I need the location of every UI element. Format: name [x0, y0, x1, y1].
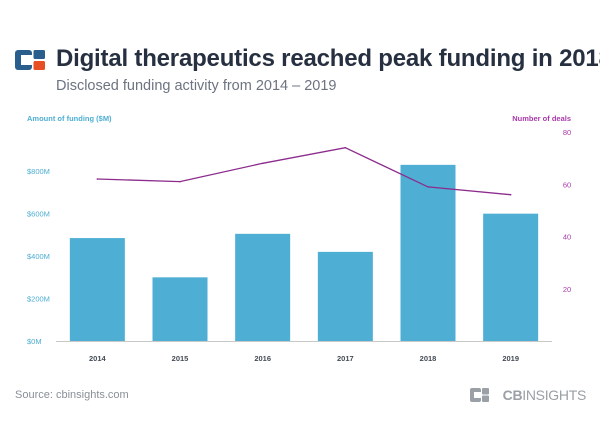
- bar-2017: [317, 251, 373, 341]
- y-left-tick-label: $0M: [27, 337, 42, 346]
- bar-2019: [483, 213, 539, 341]
- x-tick-label: 2018: [420, 354, 437, 363]
- y-right-tick-label: 40: [563, 233, 571, 242]
- y-left-tick-label: $600M: [27, 210, 50, 219]
- bar-2014: [69, 238, 125, 341]
- y-right-tick-label: 20: [563, 285, 571, 294]
- bar-2015: [152, 277, 208, 341]
- cb-brand-icon: [469, 388, 489, 402]
- x-tick-label: 2014: [89, 354, 107, 363]
- deals-point-2018: [427, 186, 429, 188]
- deals-point-2015: [179, 180, 181, 183]
- y-right-axis-title: Number of deals: [512, 114, 571, 123]
- deals-point-2016: [261, 162, 264, 165]
- bar-2016: [235, 233, 291, 341]
- source-note: Source: cbinsights.com: [15, 389, 129, 401]
- brand-cb: CB: [502, 387, 523, 403]
- x-tick-label: 2019: [502, 354, 519, 363]
- chart-subtitle: Disclosed funding activity from 2014 – 2…: [56, 78, 337, 94]
- deals-point-2014: [96, 178, 99, 180]
- cb-insights-logo-icon: [15, 50, 45, 70]
- y-left-tick-label: $800M: [27, 167, 50, 176]
- x-tick-label: 2016: [254, 354, 271, 363]
- y-right-tick-label: 60: [563, 180, 571, 189]
- cb-insights-brand: CB INSIGHTS: [469, 387, 586, 403]
- y-left-tick-label: $400M: [27, 252, 50, 261]
- x-tick-label: 2017: [337, 354, 354, 363]
- bar-2018: [400, 164, 456, 341]
- deals-line: [97, 147, 511, 196]
- brand-insights: INSIGHTS: [522, 387, 586, 403]
- y-left-tick-label: $200M: [27, 295, 50, 304]
- deals-point-2019: [509, 193, 512, 196]
- y-left-axis-title: Amount of funding ($M): [27, 114, 112, 123]
- y-right-tick-label: 80: [563, 128, 571, 137]
- chart-title: Digital therapeutics reached peak fundin…: [56, 45, 600, 72]
- x-tick-label: 2015: [172, 354, 189, 363]
- deals-point-2017: [344, 146, 347, 149]
